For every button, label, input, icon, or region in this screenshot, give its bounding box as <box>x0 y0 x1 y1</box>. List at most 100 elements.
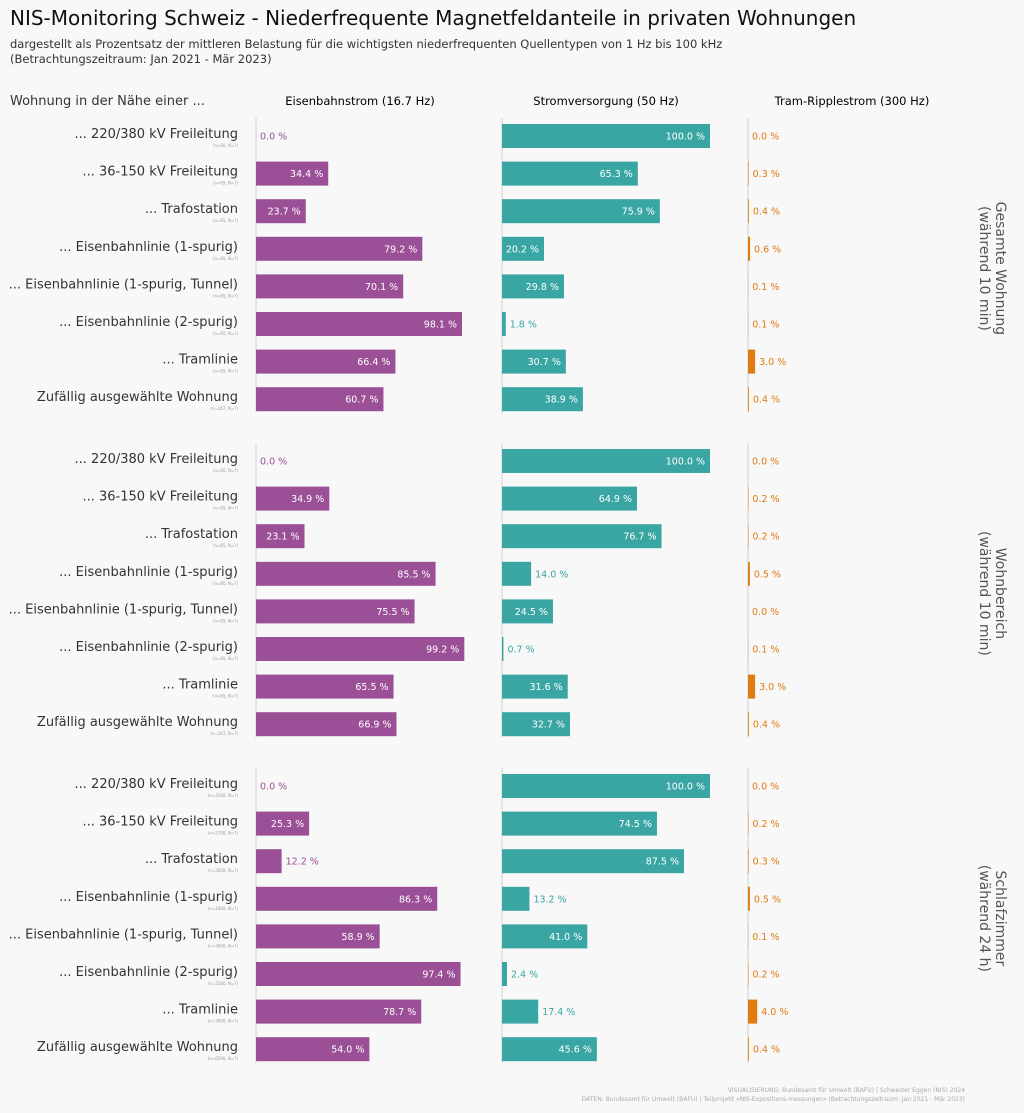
value-label-tram: 0.5 % <box>754 569 781 580</box>
bar-strom <box>502 637 504 661</box>
bar-tram <box>748 1037 749 1062</box>
panel-label-line-2: (während 24 h) <box>976 865 992 972</box>
row-n-label: (n=2600, N=?) <box>208 943 239 948</box>
row-label: ... Trafostation <box>145 202 238 217</box>
row-n-label: (n=2650, N=?) <box>208 868 239 873</box>
value-label-tram: 0.3 % <box>753 857 780 868</box>
bar-strom <box>502 199 660 224</box>
value-label-eisenbahn: 25.3 % <box>271 819 304 830</box>
chart-subtitle-1: dargestellt als Prozentsatz der mittlere… <box>10 37 722 51</box>
bar-eisenbahn <box>256 161 329 186</box>
value-label-eisenbahn: 75.5 % <box>376 607 409 618</box>
value-label-strom: 76.7 % <box>623 532 656 543</box>
value-label-tram: 0.2 % <box>752 532 779 543</box>
footer-line-1: VISUALISIERUNG: Bundesamt für Umwelt (BA… <box>728 1087 965 1094</box>
bar-strom <box>502 387 583 412</box>
bar-strom <box>502 486 637 511</box>
bar-strom <box>502 312 506 336</box>
bar-eisenbahn <box>256 486 330 511</box>
row-n-label: (n=65, N=?) <box>213 694 239 699</box>
value-label-tram: 0.4 % <box>753 395 780 406</box>
value-label-strom: 17.4 % <box>542 1007 575 1018</box>
value-label-strom: 74.5 % <box>619 819 652 830</box>
row-n-label: (n=2500, N=?) <box>208 981 239 986</box>
row-header: Wohnung in der Nähe einer ... <box>10 94 205 109</box>
row-label: Zufällig ausgewählte Wohnung <box>37 390 238 405</box>
bar-strom <box>502 886 530 911</box>
value-label-tram: 0.1 % <box>752 932 779 943</box>
value-label-tram: 0.5 % <box>754 894 781 905</box>
bar-strom <box>502 561 532 586</box>
row-label: ... 220/380 kV Freileitung <box>75 452 238 467</box>
bar-strom <box>502 999 539 1024</box>
value-label-strom: 100.0 % <box>666 457 705 468</box>
row-label: ... 220/380 kV Freileitung <box>75 127 238 142</box>
bar-eisenbahn <box>256 1037 370 1062</box>
value-label-strom: 87.5 % <box>646 857 679 868</box>
row-label: ... Eisenbahnlinie (1-spurig, Tunnel) <box>9 927 238 942</box>
value-label-tram: 0.1 % <box>752 282 779 293</box>
bar-tram <box>748 199 749 224</box>
row-label: ... Tramlinie <box>162 1003 238 1018</box>
value-label-strom: 0.7 % <box>507 645 534 656</box>
row-n-label: (n=60, N=?) <box>213 256 239 261</box>
value-label-eisenbahn: 58.9 % <box>341 932 374 943</box>
bar-strom <box>502 1037 597 1062</box>
row-label: ... Eisenbahnlinie (2-spurig) <box>59 640 238 655</box>
bar-eisenbahn <box>256 886 438 911</box>
col-header-eisenbahn: Eisenbahnstrom (16.7 Hz) <box>285 94 435 108</box>
value-label-tram: 4.0 % <box>761 1007 788 1018</box>
value-label-tram: 3.0 % <box>759 682 786 693</box>
row-n-label: (n=2700, N=?) <box>208 831 239 836</box>
value-label-eisenbahn: 0.0 % <box>260 782 287 793</box>
value-label-strom: 20.2 % <box>506 244 539 255</box>
value-label-strom: 64.9 % <box>599 494 632 505</box>
value-label-eisenbahn: 23.7 % <box>268 207 301 218</box>
bar-eisenbahn <box>256 349 396 374</box>
bar-strom <box>502 811 657 836</box>
chart-title: NIS-Monitoring Schweiz - Niederfrequente… <box>10 6 856 30</box>
value-label-strom: 14.0 % <box>535 569 568 580</box>
value-label-strom: 30.7 % <box>528 357 561 368</box>
value-label-eisenbahn: 34.9 % <box>291 494 324 505</box>
bar-eisenbahn <box>256 274 404 299</box>
value-label-eisenbahn: 97.4 % <box>422 970 455 981</box>
bar-eisenbahn <box>256 312 463 336</box>
value-label-tram: 0.1 % <box>752 645 779 656</box>
row-n-label: (n=60, N=?) <box>213 656 239 661</box>
row-n-label: (n=60, N=?) <box>213 143 239 148</box>
bar-tram <box>748 161 749 186</box>
chart-subtitle-2: (Betrachtungszeitraum: Jan 2021 - Mär 20… <box>10 52 272 66</box>
bar-strom <box>502 962 507 986</box>
bar-eisenbahn <box>256 236 423 261</box>
panel-label-line-2: (während 10 min) <box>976 531 992 656</box>
bar-eisenbahn <box>256 999 422 1024</box>
value-label-strom: 1.8 % <box>510 320 537 331</box>
bar-eisenbahn <box>256 199 306 224</box>
bar-tram <box>748 849 749 874</box>
value-label-eisenbahn: 66.9 % <box>358 720 391 731</box>
row-n-label: (n=65, N=?) <box>213 181 239 186</box>
row-n-label: (n=60, N=?) <box>213 468 239 473</box>
bar-eisenbahn <box>256 924 380 949</box>
bar-strom <box>502 274 564 299</box>
bar-strom <box>502 712 571 737</box>
bar-tram <box>748 561 750 586</box>
bar-eisenbahn <box>256 637 465 661</box>
value-label-eisenbahn: 65.5 % <box>355 682 388 693</box>
bar-strom <box>502 124 710 148</box>
footer-line-2: DATEN: Bundesamt für Umwelt (BAFU) | Tei… <box>582 1096 965 1103</box>
value-label-eisenbahn: 98.1 % <box>424 320 457 331</box>
panel-label: Schlafzimmer(während 24 h) <box>976 865 1008 972</box>
bar-tram <box>748 349 756 374</box>
value-label-strom: 100.0 % <box>666 782 705 793</box>
row-n-label: (n=65, N=?) <box>213 543 239 548</box>
row-n-label: (n=2500, N=?) <box>208 793 239 798</box>
value-label-strom: 65.3 % <box>600 169 633 180</box>
row-label: ... 36-150 kV Freileitung <box>82 490 238 505</box>
row-label: ... Tramlinie <box>162 678 238 693</box>
panel-label: Wohnbereich(während 10 min) <box>976 531 1008 656</box>
value-label-strom: 32.7 % <box>532 720 565 731</box>
value-label-eisenbahn: 60.7 % <box>345 395 378 406</box>
